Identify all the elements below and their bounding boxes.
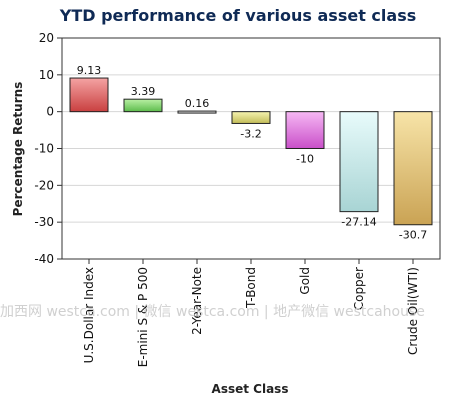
y-tick-label: -10 <box>34 142 54 156</box>
plot-frame <box>61 37 441 260</box>
y-tick-label: 0 <box>46 105 54 119</box>
bar <box>231 111 271 124</box>
data-label: -27.14 <box>341 216 376 229</box>
y-tick-label: -30 <box>34 215 54 229</box>
watermark: 加西网 westca.com | 微信 westca.com | 地产微信 we… <box>0 304 425 320</box>
bars <box>69 77 433 226</box>
data-labels: 9.13 3.39 0.16 -3.2 -10 -27.14 -30.7 <box>77 64 427 242</box>
bar <box>123 98 163 113</box>
bar <box>177 110 217 114</box>
chart-title: YTD performance of various asset class <box>59 6 416 25</box>
x-category-label: Gold <box>298 267 312 295</box>
x-category-label: Copper <box>352 267 366 310</box>
x-category-label: Crude Oil(WTI) <box>406 267 420 355</box>
data-label: 9.13 <box>77 64 102 77</box>
grid <box>62 74 440 223</box>
bar <box>285 111 325 149</box>
data-label: -30.7 <box>399 229 427 242</box>
bar <box>69 77 109 113</box>
x-category-label: 2-Year-Note <box>190 267 204 335</box>
x-axis-label: Asset Class <box>212 382 289 396</box>
data-label: 3.39 <box>131 85 156 98</box>
y-axis-ticks: 20 10 0 -10 -20 -30 -40 <box>34 31 62 266</box>
y-tick-label: 20 <box>39 31 54 45</box>
data-label: -3.2 <box>240 127 261 140</box>
bar <box>393 111 433 226</box>
x-category-label: E-mini S & P 500 <box>136 267 150 367</box>
y-tick-label: -20 <box>34 178 54 192</box>
x-category-label: T-Bond <box>244 267 258 309</box>
x-category-label: U.S.Dollar Index <box>82 267 96 363</box>
data-label: 0.16 <box>185 97 210 110</box>
y-tick-label: -40 <box>34 252 54 266</box>
x-axis-categories: U.S.Dollar Index E-mini S & P 500 2-Year-N… <box>82 259 420 367</box>
bar <box>339 111 379 213</box>
y-tick-label: 10 <box>39 68 54 82</box>
y-axis-label: Percentage Returns <box>11 82 25 217</box>
data-label: -10 <box>296 153 314 166</box>
